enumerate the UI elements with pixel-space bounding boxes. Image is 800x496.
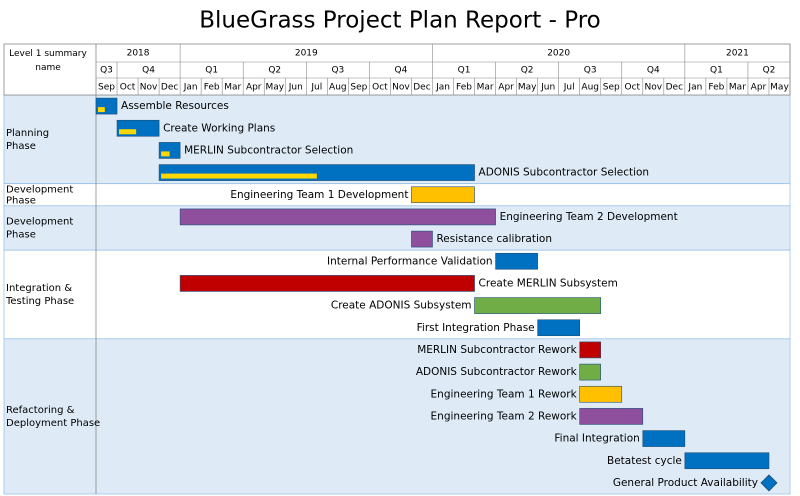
month-label: Feb [456,83,472,93]
quarter-label: Q4 [647,66,660,76]
task-label: Betatest cycle [607,455,682,467]
quarter-label: Q2 [268,66,281,76]
progress-bar [161,173,317,179]
month-label: Jan [687,83,702,93]
month-label: Mar [224,83,241,93]
month-label: Sep [98,83,115,93]
month-label: Nov [645,83,663,93]
task-bar [474,297,602,314]
month-label: Jan [183,83,198,93]
progress-bar [119,129,137,135]
task-label: Internal Performance Validation [327,255,493,267]
milestone [760,474,778,492]
month-label: Nov [140,83,158,93]
task-bar [579,363,602,381]
task-bar [579,385,623,403]
task-bar [579,341,602,359]
quarter-label: Q3 [331,66,344,76]
task-label: Create Working Plans [163,122,275,134]
task-label: Engineering Team 1 Rework [431,388,578,400]
task-bar [684,452,770,470]
phase-band [3,338,791,495]
task-bar [537,319,580,337]
month-label: Mar [729,83,746,93]
month-label: Jul [563,83,575,93]
task-bar [411,186,475,204]
month-label: Oct [120,83,136,93]
month-label: Dec [666,83,683,93]
month-label: Apr [751,83,767,93]
phase-label: Planning Phase [6,128,49,152]
month-label: Feb [708,83,724,93]
quarter-label: Q4 [395,66,408,76]
task-label: General Product Availability [613,477,758,489]
month-label: Aug [329,83,347,93]
task-label: MERLIN Subcontractor Selection [184,144,353,156]
month-label: Dec [413,83,430,93]
month-label: Aug [581,83,599,93]
progress-bar [161,151,170,157]
phase-label: Development Phase [6,184,73,206]
month-label: Mar [477,83,494,93]
month-label: Apr [246,83,262,93]
header-bg [3,43,791,96]
phase-label: Development Phase [6,217,73,241]
task-label: First Integration Phase [417,322,535,334]
task-label: Engineering Team 2 Rework [431,410,578,422]
month-label: Jun [288,83,303,93]
task-bar [642,430,686,447]
task-label: Create ADONIS Subsystem [331,300,472,312]
task-label: MERLIN Subcontractor Rework [417,344,577,356]
chart-title: BlueGrass Project Plan Report - Pro [199,8,600,34]
month-label: May [518,83,537,93]
quarter-label: Q1 [710,66,723,76]
task-bar [495,252,538,270]
phase-label: Integration & Testing Phase [5,283,74,307]
quarter-label: Q1 [458,66,471,76]
month-label: Jun [540,83,555,93]
quarter-label: Q1 [205,66,218,76]
quarter-label: Q2 [763,66,776,76]
month-label: Sep [603,83,620,93]
phase-label: Refactoring & Deployment Phase [6,405,100,429]
task-bar [411,230,433,248]
quarter-label: Q3 [100,66,113,76]
year-label: 2018 [127,49,150,59]
task-label: Engineering Team 2 Development [500,211,678,223]
month-label: Feb [204,83,220,93]
month-label: Apr [498,83,514,93]
month-label: Nov [392,83,410,93]
month-label: May [265,83,284,93]
month-label: Sep [350,83,367,93]
year-label: 2019 [295,49,318,59]
month-label: Dec [161,83,178,93]
task-bar [179,275,475,292]
task-label: Resistance calibration [436,233,552,245]
year-label: 2020 [547,49,570,59]
quarter-label: Q4 [142,66,155,76]
task-label: Final Integration [554,433,639,445]
task-label: Create MERLIN Subsystem [479,277,618,289]
row-header: Level 1 summary name [9,49,87,73]
month-label: Oct [624,83,640,93]
task-label: ADONIS Subcontractor Selection [479,167,650,179]
task-label: Engineering Team 1 Development [230,189,408,201]
month-label: Jul [310,83,322,93]
task-bar [579,408,644,425]
year-label: 2021 [726,49,749,59]
task-bar [179,208,496,226]
quarter-label: Q2 [521,66,534,76]
month-label: Oct [372,83,388,93]
task-label: Assemble Resources [121,100,229,112]
task-label: ADONIS Subcontractor Rework [416,366,578,378]
phase-band [3,249,791,340]
progress-bar [98,107,105,113]
month-label: May [770,83,789,93]
month-label: Jan [435,83,450,93]
quarter-label: Q3 [584,66,597,76]
